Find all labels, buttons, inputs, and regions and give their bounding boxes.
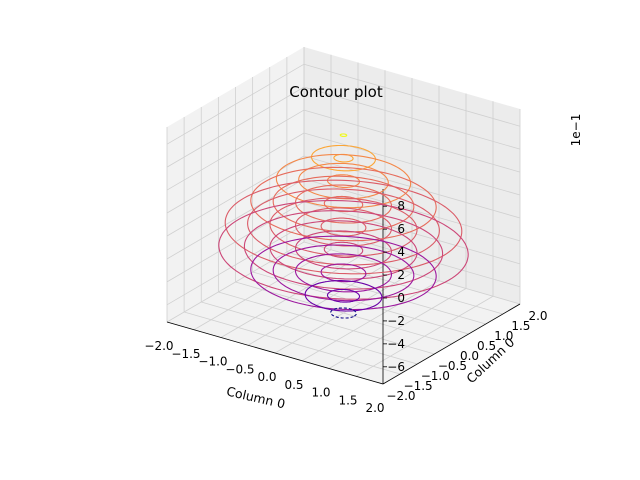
y-tick-label: 1.5 <box>511 319 530 333</box>
contour-line <box>218 200 469 300</box>
y-tick-label: −1.5 <box>404 379 433 393</box>
grid-back-z <box>303 155 521 219</box>
x-tick-label: 1.5 <box>338 393 357 407</box>
grid-floor-y <box>269 261 486 325</box>
contour-line <box>298 162 389 200</box>
grid-floor-y <box>184 311 401 375</box>
x-tick-label: −1.5 <box>171 347 200 361</box>
contour-line <box>224 179 463 275</box>
contour-line <box>269 197 418 257</box>
contour-line <box>304 280 383 312</box>
y-tick-label: −2.0 <box>386 389 415 403</box>
contour-line <box>294 253 393 293</box>
contour-line <box>294 184 393 224</box>
grid-back-z <box>303 109 521 173</box>
y-tick-label: 0.5 <box>477 339 496 353</box>
x-tick-label: −2.0 <box>144 339 173 353</box>
z-tick-label: 4 <box>397 245 405 259</box>
contour-lines <box>218 133 469 319</box>
x-tick-label: −1.0 <box>198 355 227 369</box>
grid-left-z <box>166 178 305 260</box>
contour-line <box>275 153 412 209</box>
x-tick-label: 0.0 <box>257 370 276 384</box>
grid-back-z <box>303 201 521 265</box>
y-tick-label: −0.5 <box>438 359 467 373</box>
grid-floor-y <box>252 271 469 335</box>
z-tick-label: 0 <box>397 291 405 305</box>
x-tick-label: 0.5 <box>284 378 303 392</box>
x-tick-label: 1.0 <box>311 386 330 400</box>
y-tick-label: −1.0 <box>421 369 450 383</box>
grid-left-z <box>166 109 305 191</box>
contour-line <box>323 195 364 213</box>
x-axis-line <box>166 321 384 385</box>
y-tick-label: 2.0 <box>528 309 547 323</box>
grid-left-z <box>166 86 305 168</box>
grid-floor-y <box>235 281 452 345</box>
contour-line <box>243 210 444 290</box>
z-offset-label: 1e−1 <box>569 114 583 147</box>
contour-line <box>339 133 348 138</box>
contour-line <box>326 174 361 188</box>
contour-line <box>326 288 361 303</box>
chart-title: Contour plot <box>289 83 383 101</box>
z-tick-label: 2 <box>397 268 405 282</box>
grid-floor-y <box>286 251 503 315</box>
z-tick-label: −4 <box>387 337 405 351</box>
contour-line <box>320 263 367 283</box>
y-tick-label: 0.0 <box>460 349 479 363</box>
grid-left-z <box>166 63 305 145</box>
x-tick-label: −0.5 <box>225 362 254 376</box>
grid-floor-y <box>303 241 521 305</box>
grid-back-z <box>303 86 521 150</box>
contour-line <box>269 220 418 280</box>
contour-line <box>250 235 437 311</box>
y-tick-label: 1.0 <box>494 329 513 343</box>
z-tick-label: 6 <box>397 222 405 236</box>
contour-line <box>272 175 415 233</box>
x-axis-label: Column 0 <box>225 383 287 411</box>
z-tick-label: −6 <box>387 360 405 374</box>
grid-floor-y <box>201 301 418 365</box>
contour-line <box>310 144 377 172</box>
z-tick-label: 8 <box>397 199 405 213</box>
contour-line <box>247 188 440 266</box>
grid-floor-y <box>218 291 435 355</box>
y-axis-line <box>382 303 521 385</box>
axis-edges <box>166 189 521 385</box>
contour-line <box>330 307 357 319</box>
contour-line <box>333 153 354 163</box>
tick-labels: −2.0−1.5−1.0−0.50.00.51.01.52.0−2.0−1.5−… <box>144 199 547 415</box>
contour-line <box>294 207 393 247</box>
x-tick-label: 2.0 <box>365 401 384 415</box>
contour-line <box>272 244 415 302</box>
z-tick-label: −2 <box>387 314 405 328</box>
contour-line <box>250 166 437 242</box>
grid-left-z <box>166 132 305 214</box>
grid-back-z <box>303 63 521 127</box>
grid-back-z <box>303 132 521 196</box>
grid-left-z <box>166 224 305 306</box>
